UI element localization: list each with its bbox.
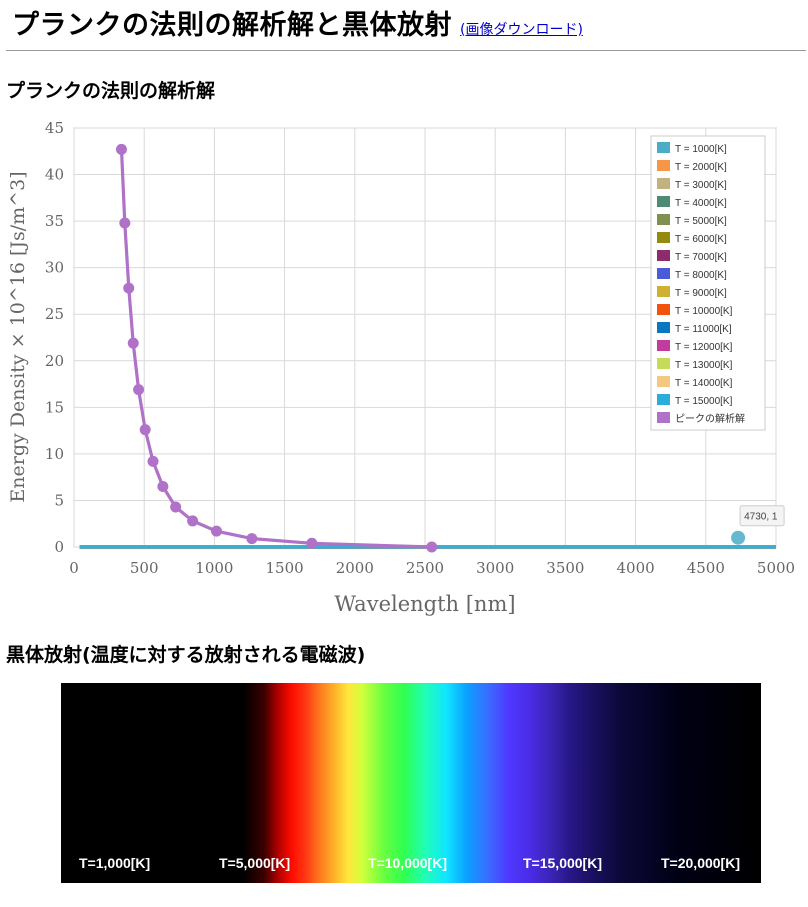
peak-point xyxy=(139,424,151,436)
legend-swatch xyxy=(657,250,670,261)
y-tick-label: 20 xyxy=(45,352,64,370)
y-tick-label: 5 xyxy=(54,491,64,509)
page-header: プランクの法則の解析解と黒体放射 (画像ダウンロード) xyxy=(12,6,808,50)
chart-section-title: プランクの法則の解析解 xyxy=(6,80,216,102)
spectrum-label-1000k: T=1,000[K] xyxy=(79,855,151,871)
legend-label: T = 8000[K] xyxy=(675,270,727,281)
legend-label: T = 7000[K] xyxy=(675,252,727,263)
spectrum-section-title: 黒体放射(温度に対する放射される電磁波) xyxy=(6,644,366,666)
peak-point xyxy=(246,533,258,545)
peak-point xyxy=(157,480,169,492)
legend-label: T = 11000[K] xyxy=(675,324,732,335)
tooltip-point xyxy=(731,530,746,545)
x-tick-label: 5000 xyxy=(757,559,795,577)
peak-point xyxy=(211,525,223,537)
peak-series xyxy=(115,143,438,553)
peak-point xyxy=(187,515,199,527)
legend-swatch xyxy=(657,358,670,369)
y-tick-label: 10 xyxy=(45,445,64,463)
legend-swatch xyxy=(657,286,670,297)
header-divider xyxy=(6,50,806,51)
legend-swatch xyxy=(657,322,670,333)
legend-swatch xyxy=(657,394,670,405)
spectrum-label-15000k: T=15,000[K] xyxy=(523,855,602,871)
axes: 0 500 1000 1500 2000 2500 3000 3500 4000 4500 5000… xyxy=(45,119,795,577)
peak-point xyxy=(133,384,145,396)
legend-swatch xyxy=(657,340,670,351)
legend-swatch xyxy=(657,178,670,189)
tooltip-box xyxy=(739,505,785,527)
legend-label: T = 2000[K] xyxy=(675,162,727,173)
x-axis-label: Wavelength [nm] xyxy=(334,592,515,616)
legend-label: T = 6000[K] xyxy=(675,234,727,245)
download-image-link[interactable]: (画像ダウンロード) xyxy=(460,22,583,38)
x-tick-label: 0 xyxy=(69,559,79,577)
legend: T = 1000[K] T = 2000[K] T = 3000[K] T = 400… xyxy=(650,135,766,431)
legend-swatch xyxy=(657,214,670,225)
legend-label: ピークの解析解 xyxy=(675,412,745,425)
legend-label: T = 3000[K] xyxy=(675,180,727,191)
page-title: プランクの法則の解析解と黒体放射 xyxy=(12,10,452,41)
y-tick-label: 35 xyxy=(45,212,64,230)
legend-label: T = 12000[K] xyxy=(675,342,733,353)
legend-swatch xyxy=(657,196,670,207)
x-tick-label: 2500 xyxy=(406,559,444,577)
peak-point xyxy=(123,282,135,294)
legend-swatch xyxy=(657,232,670,243)
blackbody-spectrum: T=1,000[K] T=5,000[K] T=10,000[K] T=15,0… xyxy=(61,683,761,883)
peak-point xyxy=(147,455,159,467)
legend-label: T = 15000[K] xyxy=(675,396,733,407)
x-tick-label: 3000 xyxy=(476,559,514,577)
legend-label: T = 14000[K] xyxy=(675,378,733,389)
peak-point xyxy=(170,501,182,513)
x-tick-label: 1000 xyxy=(195,559,233,577)
spectrum-label-10000k: T=10,000[K] xyxy=(368,855,447,871)
x-tick-label: 2000 xyxy=(336,559,374,577)
legend-swatch xyxy=(657,412,670,423)
peak-point xyxy=(115,143,127,155)
legend-swatch xyxy=(657,304,670,315)
y-tick-label: 45 xyxy=(45,119,64,137)
legend-label: T = 9000[K] xyxy=(675,288,727,299)
x-tick-label: 4500 xyxy=(687,559,725,577)
legend-label: T = 4000[K] xyxy=(675,198,727,209)
legend-swatch xyxy=(657,160,670,171)
spectrum-label-5000k: T=5,000[K] xyxy=(219,855,291,871)
planck-chart: 0 500 1000 1500 2000 2500 3000 3500 4000 4500 5000… xyxy=(7,119,795,616)
x-tick-label: 4000 xyxy=(617,559,655,577)
y-tick-label: 0 xyxy=(54,538,64,556)
y-tick-label: 40 xyxy=(45,166,64,184)
legend-swatch xyxy=(657,268,670,279)
x-tick-label: 500 xyxy=(130,559,159,577)
y-tick-label: 15 xyxy=(45,398,64,416)
legend-label: T = 5000[K] xyxy=(675,216,727,227)
peak-point xyxy=(426,541,438,553)
peak-line xyxy=(119,149,432,549)
legend-swatch xyxy=(657,142,670,153)
peak-point xyxy=(306,537,318,549)
legend-label: T = 10000[K] xyxy=(675,306,733,317)
spectrum-label-20000k: T=20,000[K] xyxy=(661,855,740,871)
legend-swatch xyxy=(657,376,670,387)
y-tick-label: 25 xyxy=(45,305,64,323)
y-tick-label: 30 xyxy=(45,259,64,277)
peak-point xyxy=(119,217,131,229)
peak-point xyxy=(127,337,139,349)
x-tick-label: 1500 xyxy=(266,559,304,577)
tooltip: 4730, 1 xyxy=(731,505,785,545)
x-tick-label: 3500 xyxy=(546,559,584,577)
y-axis-label: Energy Density × 10^16 [Js/m^3] xyxy=(7,171,29,502)
tooltip-label: 4730, 1 xyxy=(744,512,778,523)
legend-label: T = 13000[K] xyxy=(675,360,733,371)
legend-label: T = 1000[K] xyxy=(675,144,727,155)
